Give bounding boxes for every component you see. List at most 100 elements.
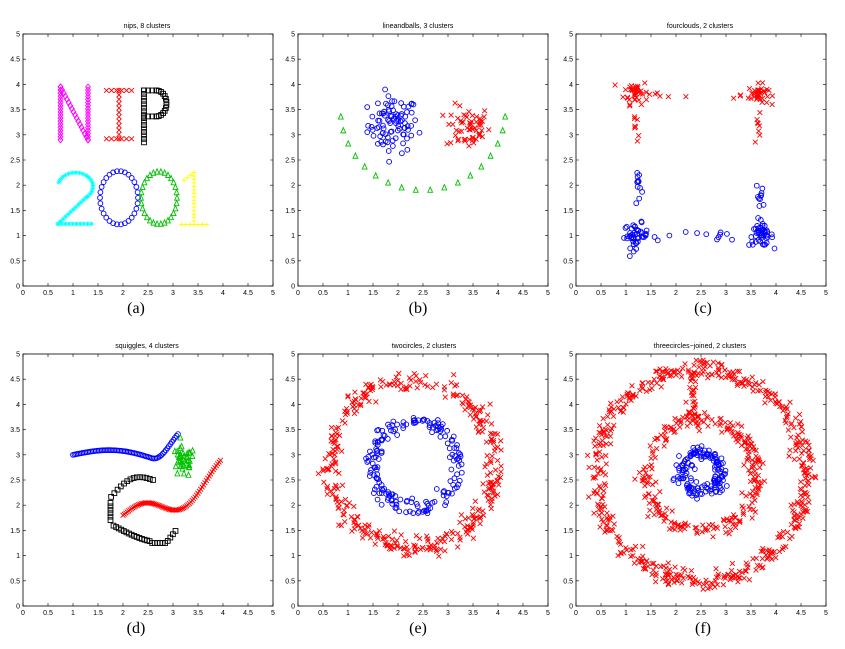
panel-e-point <box>352 389 358 395</box>
panel-a-point <box>184 175 190 181</box>
panel-d-xtick-label: 0.5 <box>43 610 53 617</box>
panel-e-point <box>481 489 487 495</box>
panel-e-ytick-label: 0.5 <box>285 578 295 585</box>
panel-e-point <box>490 480 496 487</box>
panel-e-point <box>445 489 452 496</box>
panel-a-point <box>199 222 205 227</box>
panel-b-point <box>375 100 381 107</box>
panel-d-point <box>140 474 147 481</box>
panel-e-point <box>479 508 486 514</box>
panel-f-point <box>594 501 601 507</box>
panel-f-point <box>694 529 700 535</box>
panel-c-point <box>630 234 637 241</box>
panel-c-point <box>761 89 768 96</box>
panel-e-point <box>334 443 340 450</box>
panel-d-point <box>177 433 184 441</box>
panel-e-point <box>494 457 501 464</box>
panel-f-point <box>671 426 677 432</box>
panel-f-point <box>668 372 675 379</box>
panel-e-point <box>494 478 501 485</box>
panel-e-point <box>392 505 399 511</box>
panel-c-point <box>643 96 650 103</box>
panel-c-point <box>753 182 760 189</box>
panel-a-point <box>173 199 180 207</box>
panel-c-point <box>657 93 663 99</box>
panel-b-point <box>486 127 492 133</box>
panel-b-point <box>448 112 454 118</box>
panel-a-point <box>81 221 87 227</box>
panel-f-point <box>679 365 686 372</box>
panel-a-point <box>141 87 147 94</box>
panel-f-point <box>679 467 686 474</box>
panel-f-ytick-label: 4 <box>569 402 573 409</box>
panel-c-point <box>654 237 661 244</box>
panel-a-series-3 <box>55 170 96 227</box>
panel-f-point <box>642 464 648 470</box>
panel-a-ytick-label: 2 <box>16 183 20 190</box>
panel-e-point <box>336 432 343 439</box>
panel-e-point <box>412 544 418 550</box>
panel-d-point <box>143 475 150 481</box>
panel-b-point <box>393 111 400 117</box>
panel-f-point <box>793 442 799 449</box>
panel-e-point <box>442 533 449 540</box>
panel-f-point <box>755 388 761 394</box>
panel-c-point <box>683 93 689 100</box>
panel-f-point <box>804 508 811 515</box>
panel-d-point <box>107 517 114 523</box>
panel-a-point <box>57 105 64 113</box>
panel-c-ytick-label: 2.5 <box>563 158 573 165</box>
panel-e-point <box>490 490 497 496</box>
panel-c-point <box>769 93 776 99</box>
panel-f-point <box>765 388 771 394</box>
panel-e-point <box>497 438 504 444</box>
panel-c-ytick-label: 1.5 <box>563 208 573 215</box>
panel-e-point <box>341 512 347 518</box>
panel-e-point <box>455 462 462 469</box>
panel-e-point <box>410 415 417 421</box>
panel-a-point <box>62 92 69 100</box>
panel-c-point <box>746 85 753 92</box>
panel-e-point <box>380 536 386 542</box>
panel-e-point <box>421 416 428 423</box>
panel-d-point <box>158 503 164 510</box>
panel-e-point <box>470 522 476 528</box>
panel-e-point <box>450 371 457 378</box>
panel-f-point <box>806 442 812 449</box>
panel-f-point <box>700 581 707 588</box>
panel-b-point <box>376 110 383 117</box>
panel-a-point <box>57 136 64 144</box>
panel-e-point <box>477 513 484 520</box>
panel-a-point <box>108 87 115 94</box>
panel-f-point <box>661 423 668 430</box>
panel-b-point <box>416 129 423 136</box>
panel-b-point <box>481 108 488 114</box>
panel-f-point <box>664 570 671 576</box>
panel-a-point <box>85 83 91 91</box>
panel-f-point <box>661 518 667 524</box>
panel-e-point <box>362 530 368 537</box>
panel-e-point <box>477 520 483 527</box>
panel-a-point <box>85 136 91 144</box>
panel-e-point <box>434 540 440 546</box>
panel-f-point <box>600 415 606 422</box>
panel-f-point <box>712 584 718 590</box>
panel-a-point <box>100 179 107 185</box>
panel-d-ytick-label: 1.5 <box>10 528 20 535</box>
panel-d-point <box>172 462 179 470</box>
panel-a-point <box>116 136 122 142</box>
panel-e-point <box>341 507 347 514</box>
panel-f-point <box>740 511 747 518</box>
panel-d-series-3 <box>171 433 196 478</box>
panel-e-point <box>424 383 431 389</box>
panel-b-series-0 <box>364 86 423 165</box>
panel-f-point <box>805 452 812 458</box>
panel-b-point <box>455 138 461 144</box>
panel-f-point <box>787 447 793 453</box>
panel-c-point <box>646 91 653 98</box>
panel-e-point <box>406 375 413 381</box>
panel-f-point <box>705 585 711 592</box>
panel-b-xtick-label: 4.5 <box>518 290 528 297</box>
panel-f-point <box>746 467 752 473</box>
panel-f-point <box>707 455 714 461</box>
